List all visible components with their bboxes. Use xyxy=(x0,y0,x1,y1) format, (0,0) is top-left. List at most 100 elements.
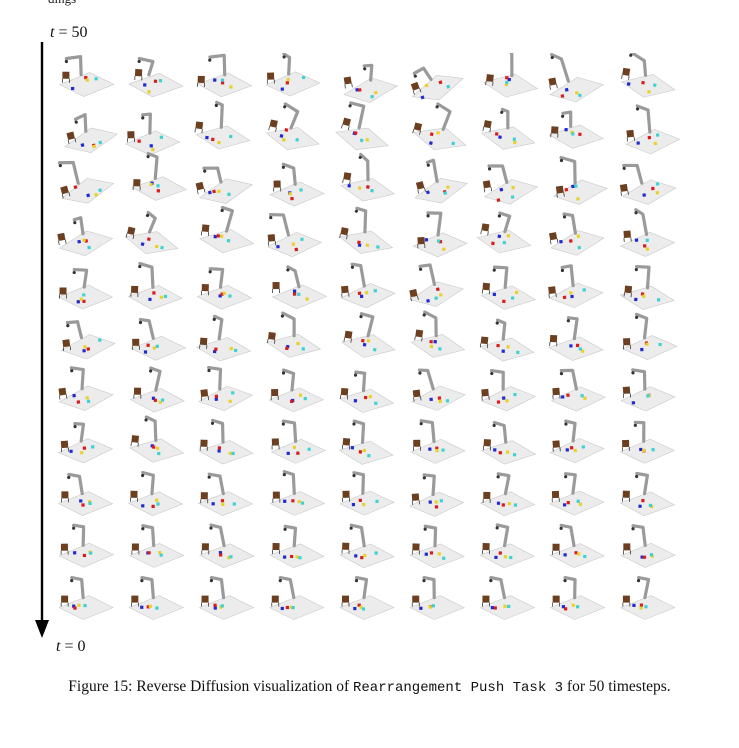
robot-gripper xyxy=(72,270,76,275)
frame-cell xyxy=(548,264,604,308)
blue-cube xyxy=(359,294,364,299)
box-object xyxy=(548,77,557,86)
blue-cube xyxy=(76,300,80,304)
robot-arm xyxy=(208,53,227,77)
table-surface xyxy=(619,231,676,257)
robot-arm xyxy=(281,368,296,392)
box-object xyxy=(622,595,630,603)
robot-arm xyxy=(359,312,375,338)
frame-cell xyxy=(127,261,183,310)
cyan-cube xyxy=(300,501,305,505)
table-surface xyxy=(131,176,188,201)
cyan-cube xyxy=(512,137,517,142)
robot-arm xyxy=(354,370,367,393)
box-leg xyxy=(69,346,72,351)
table-surface xyxy=(549,490,605,516)
robot-gripper xyxy=(281,165,285,169)
red-cube xyxy=(294,247,299,252)
table-surface xyxy=(483,179,539,205)
box-object xyxy=(272,282,280,290)
blue-cube xyxy=(638,504,642,508)
frame-cell xyxy=(198,418,254,465)
robot-gripper xyxy=(564,475,568,479)
robot-gripper xyxy=(66,324,70,328)
table-surface xyxy=(59,72,115,97)
frame-cell xyxy=(412,102,467,151)
robot-gripper xyxy=(144,418,148,422)
box-leg xyxy=(549,240,552,245)
box-object xyxy=(57,232,66,241)
frame-cell xyxy=(620,368,676,412)
red-cube xyxy=(214,347,218,351)
box-leg xyxy=(196,190,199,195)
box-object xyxy=(201,543,209,551)
blue-cube xyxy=(354,554,358,558)
robot-gripper xyxy=(353,373,358,377)
robot-arm xyxy=(72,267,89,289)
robot-arm xyxy=(283,102,300,130)
yellow-cube xyxy=(645,247,650,251)
frame-cell xyxy=(482,164,539,205)
robot-arm xyxy=(209,575,226,600)
blue-cube xyxy=(77,239,81,244)
yellow-cube xyxy=(359,605,363,609)
cyan-cube xyxy=(359,138,364,143)
frame-cell xyxy=(549,472,605,516)
cyan-cube xyxy=(370,188,374,193)
blue-cube xyxy=(143,350,148,354)
frame-cell xyxy=(480,107,536,150)
blue-cube xyxy=(494,555,498,560)
cyan-cube xyxy=(86,399,91,404)
blue-cube xyxy=(353,399,358,403)
cyan-cube xyxy=(441,448,445,452)
cyan-cube xyxy=(163,294,168,299)
cyan-cube xyxy=(87,245,91,250)
caption-number: 50 xyxy=(588,678,605,695)
cyan-cube xyxy=(434,296,439,301)
robot-gripper xyxy=(141,473,145,478)
box-leg xyxy=(489,128,491,133)
box-leg xyxy=(556,84,558,89)
table-surface xyxy=(409,595,465,620)
robot-gripper xyxy=(550,55,554,60)
box-leg xyxy=(350,338,352,343)
yellow-cube xyxy=(364,291,369,295)
yellow-cube xyxy=(578,502,583,506)
box-leg xyxy=(417,295,419,300)
robot-gripper xyxy=(354,209,358,213)
blue-cube xyxy=(213,234,217,239)
robot-gripper xyxy=(281,371,286,375)
yellow-cube xyxy=(583,396,587,400)
robot-arm xyxy=(622,163,644,185)
red-cube xyxy=(494,132,499,136)
red-cube xyxy=(360,555,364,560)
robot-arm xyxy=(359,152,370,182)
red-cube xyxy=(353,131,358,135)
robot-gripper xyxy=(72,526,76,530)
box-leg xyxy=(68,192,71,197)
box-leg xyxy=(74,138,77,143)
yellow-cube xyxy=(288,192,292,196)
equals-sign-top: = xyxy=(58,24,68,41)
blue-cube xyxy=(149,144,153,148)
box-object xyxy=(201,284,209,292)
robot-arm xyxy=(560,264,575,288)
blue-cube xyxy=(559,239,563,244)
cyan-cube xyxy=(582,288,586,292)
cyan-cube xyxy=(577,245,582,250)
red-cube xyxy=(357,291,362,296)
blue-cube xyxy=(286,451,290,455)
box-leg xyxy=(563,192,565,197)
box-object xyxy=(61,491,69,499)
table-surface xyxy=(619,285,675,310)
caption-suffix: timesteps. xyxy=(604,678,671,695)
table-surface xyxy=(620,595,676,620)
blue-cube xyxy=(634,238,639,242)
yellow-cube xyxy=(645,342,649,346)
box-object xyxy=(622,386,631,394)
frame-cell xyxy=(269,575,325,620)
table-surface xyxy=(57,438,114,464)
blue-cube xyxy=(80,143,85,147)
cyan-cube xyxy=(655,133,660,137)
yellow-cube xyxy=(297,500,301,504)
